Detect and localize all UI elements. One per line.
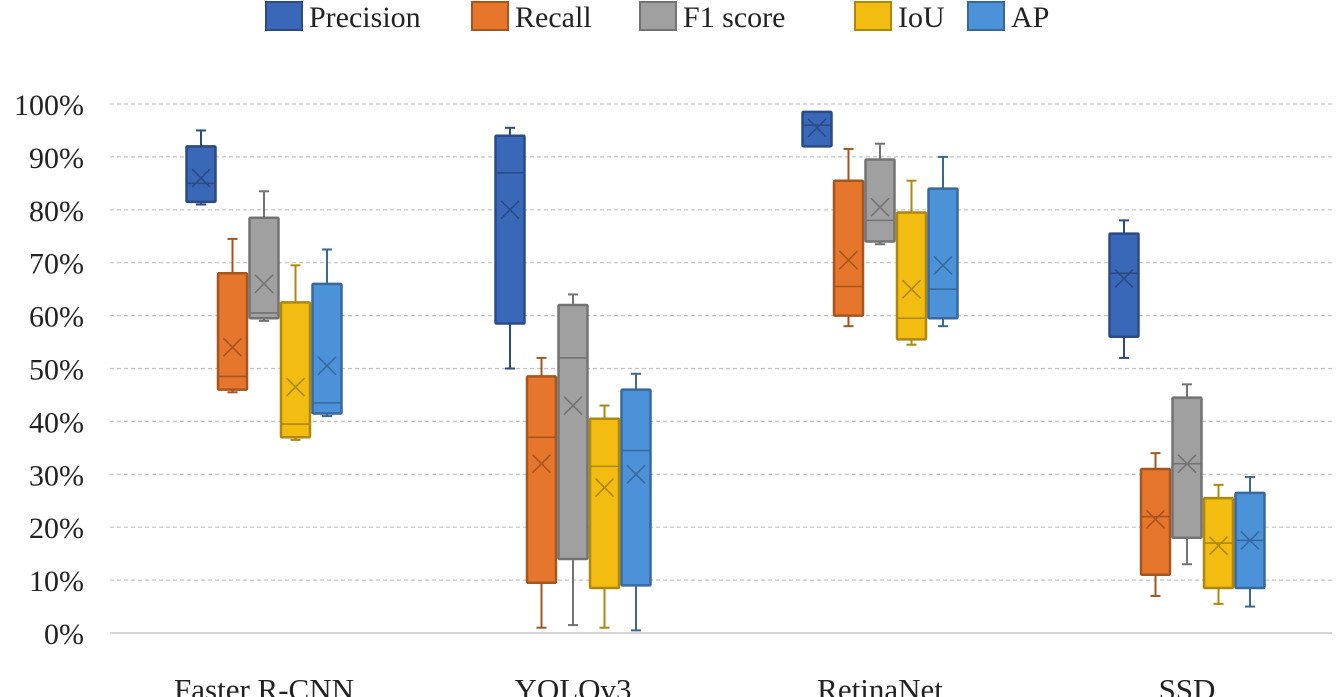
y-tick-label: 60% (29, 301, 84, 334)
box-body (279, 301, 312, 439)
legend-swatch (967, 1, 1005, 31)
box-iou (279, 264, 312, 441)
legend-swatch (471, 1, 509, 31)
mean-marker (500, 200, 520, 220)
x-category-label: Faster R-CNN (174, 672, 354, 697)
legend: Precision Recall F1 score IoU AP (265, 1, 1049, 34)
mean-marker (933, 255, 953, 275)
mean-marker (317, 356, 337, 376)
legend-swatch (854, 1, 892, 31)
y-tick-label: 100% (14, 89, 84, 122)
box-f1-score (248, 190, 280, 322)
y-tick-label: 30% (29, 459, 84, 492)
mean-marker (901, 279, 922, 299)
x-axis-categories: Faster R-CNN YOLOv3 RetinaNet SSD (174, 672, 1215, 697)
box-body (494, 134, 526, 325)
box-ap (620, 372, 652, 632)
x-category-label: RetinaNet (817, 672, 943, 697)
y-tick-label: 70% (29, 248, 84, 281)
y-axis-ticks: 0% 10% 20% 30% 40% 50% 60% 70% 80% 90% 100% (14, 89, 84, 651)
y-tick-label: 50% (29, 354, 84, 387)
box-recall (1139, 452, 1172, 597)
mean-marker (191, 168, 211, 188)
legend-swatch (265, 1, 303, 31)
legend-swatch (639, 1, 677, 31)
box-f1-score (864, 142, 896, 246)
mean-marker (254, 274, 274, 294)
legend-label: Precision (309, 1, 421, 34)
box-body (1108, 232, 1140, 339)
box-iou (895, 179, 928, 346)
box-body (588, 417, 621, 590)
mean-marker (870, 197, 890, 217)
mean-marker (563, 395, 583, 416)
box-body (1139, 467, 1172, 577)
box-recall (216, 237, 249, 394)
mean-marker (626, 464, 646, 484)
y-tick-label: 40% (29, 406, 84, 439)
y-tick-label: 90% (29, 142, 84, 175)
box-precision (185, 129, 217, 206)
box-ap (1234, 475, 1266, 608)
legend-label: F1 score (683, 1, 785, 34)
box-body (1171, 396, 1203, 540)
mean-marker (1208, 536, 1229, 556)
mean-marker (594, 477, 615, 498)
box-precision (494, 126, 526, 370)
box-body (525, 375, 558, 584)
box-precision (801, 110, 833, 148)
mean-marker (807, 118, 827, 138)
legend-label: Recall (515, 1, 592, 34)
mean-marker (1145, 509, 1166, 529)
box-f1-score (557, 293, 589, 627)
box-body (832, 179, 865, 317)
y-tick-label: 10% (29, 565, 84, 598)
box-body (895, 211, 928, 341)
box-body (927, 187, 959, 320)
box-iou (1202, 483, 1235, 605)
box-body (311, 282, 343, 415)
box-body (801, 110, 833, 148)
y-tick-label: 20% (29, 512, 84, 545)
mean-marker (285, 377, 306, 397)
mean-marker (531, 454, 552, 474)
mean-marker (838, 250, 859, 270)
legend-label: AP (1011, 1, 1049, 34)
mean-marker (1114, 269, 1134, 289)
box-body (248, 216, 280, 320)
box-f1-score (1171, 383, 1203, 566)
x-category-label: SSD (1159, 672, 1216, 697)
box-body (864, 158, 896, 243)
box-recall (525, 356, 558, 629)
y-tick-label: 80% (29, 195, 84, 228)
x-category-label: YOLOv3 (514, 672, 631, 697)
box-recall (832, 147, 865, 328)
box-body (620, 388, 652, 587)
y-tick-label: 0% (44, 618, 84, 651)
mean-marker (1240, 530, 1260, 550)
mean-marker (222, 337, 243, 357)
box-body (216, 272, 249, 391)
box-precision (1108, 219, 1140, 359)
box-series (185, 110, 1266, 632)
box-body (185, 145, 217, 204)
box-ap (311, 248, 343, 418)
box-body (557, 303, 589, 561)
box-iou (588, 404, 621, 629)
mean-marker (1177, 454, 1197, 474)
legend-label: IoU (898, 1, 945, 34)
box-ap (927, 155, 959, 328)
